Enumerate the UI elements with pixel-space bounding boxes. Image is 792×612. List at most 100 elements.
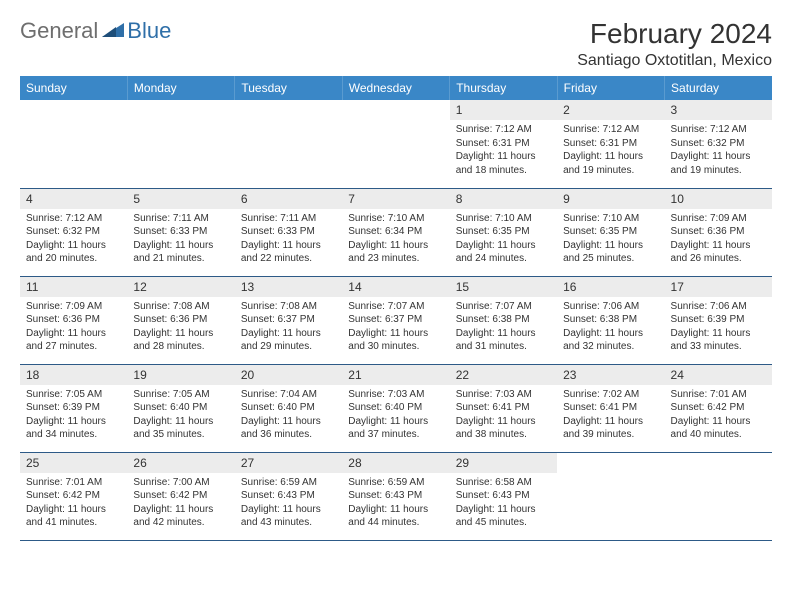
- calendar-cell: 13Sunrise: 7:08 AMSunset: 6:37 PMDayligh…: [235, 276, 342, 364]
- day-number: 3: [665, 100, 772, 120]
- day-info: Sunrise: 6:59 AMSunset: 6:43 PMDaylight:…: [342, 473, 449, 534]
- calendar-cell: 18Sunrise: 7:05 AMSunset: 6:39 PMDayligh…: [20, 364, 127, 452]
- day-number: 14: [342, 277, 449, 297]
- day-number: 21: [342, 365, 449, 385]
- day-info: Sunrise: 7:02 AMSunset: 6:41 PMDaylight:…: [557, 385, 664, 446]
- weekday-tuesday: Tuesday: [235, 76, 342, 100]
- day-info: Sunrise: 7:12 AMSunset: 6:31 PMDaylight:…: [450, 120, 557, 181]
- weekday-sunday: Sunday: [20, 76, 127, 100]
- day-info: Sunrise: 7:10 AMSunset: 6:35 PMDaylight:…: [557, 209, 664, 270]
- day-info: Sunrise: 7:08 AMSunset: 6:37 PMDaylight:…: [235, 297, 342, 358]
- day-info: Sunrise: 7:11 AMSunset: 6:33 PMDaylight:…: [235, 209, 342, 270]
- header: General Blue February 2024 Santiago Oxto…: [20, 18, 772, 70]
- logo: General Blue: [20, 18, 171, 44]
- day-number: 22: [450, 365, 557, 385]
- day-info: Sunrise: 7:03 AMSunset: 6:41 PMDaylight:…: [450, 385, 557, 446]
- day-info: Sunrise: 7:10 AMSunset: 6:34 PMDaylight:…: [342, 209, 449, 270]
- calendar-cell: 29Sunrise: 6:58 AMSunset: 6:43 PMDayligh…: [450, 452, 557, 540]
- day-info: Sunrise: 7:06 AMSunset: 6:38 PMDaylight:…: [557, 297, 664, 358]
- day-number: 5: [127, 189, 234, 209]
- day-number: 29: [450, 453, 557, 473]
- day-number: 4: [20, 189, 127, 209]
- day-number: 25: [20, 453, 127, 473]
- day-info: Sunrise: 7:04 AMSunset: 6:40 PMDaylight:…: [235, 385, 342, 446]
- calendar-cell: 4Sunrise: 7:12 AMSunset: 6:32 PMDaylight…: [20, 188, 127, 276]
- calendar-cell: [557, 452, 664, 540]
- day-number: 12: [127, 277, 234, 297]
- day-number: 11: [20, 277, 127, 297]
- weekday-friday: Friday: [557, 76, 664, 100]
- calendar-cell: [342, 100, 449, 188]
- calendar-cell: 14Sunrise: 7:07 AMSunset: 6:37 PMDayligh…: [342, 276, 449, 364]
- day-number: 16: [557, 277, 664, 297]
- day-number: 26: [127, 453, 234, 473]
- calendar-cell: 3Sunrise: 7:12 AMSunset: 6:32 PMDaylight…: [665, 100, 772, 188]
- calendar-cell: 23Sunrise: 7:02 AMSunset: 6:41 PMDayligh…: [557, 364, 664, 452]
- day-number: 27: [235, 453, 342, 473]
- weekday-thursday: Thursday: [450, 76, 557, 100]
- day-info: Sunrise: 7:07 AMSunset: 6:38 PMDaylight:…: [450, 297, 557, 358]
- day-number: 15: [450, 277, 557, 297]
- calendar-cell: 6Sunrise: 7:11 AMSunset: 6:33 PMDaylight…: [235, 188, 342, 276]
- day-info: Sunrise: 7:03 AMSunset: 6:40 PMDaylight:…: [342, 385, 449, 446]
- calendar-cell: 1Sunrise: 7:12 AMSunset: 6:31 PMDaylight…: [450, 100, 557, 188]
- calendar-row: 25Sunrise: 7:01 AMSunset: 6:42 PMDayligh…: [20, 452, 772, 540]
- day-info: Sunrise: 7:05 AMSunset: 6:39 PMDaylight:…: [20, 385, 127, 446]
- calendar-row: 4Sunrise: 7:12 AMSunset: 6:32 PMDaylight…: [20, 188, 772, 276]
- calendar-cell: 28Sunrise: 6:59 AMSunset: 6:43 PMDayligh…: [342, 452, 449, 540]
- day-number: 17: [665, 277, 772, 297]
- weekday-header-row: Sunday Monday Tuesday Wednesday Thursday…: [20, 76, 772, 100]
- calendar-cell: 15Sunrise: 7:07 AMSunset: 6:38 PMDayligh…: [450, 276, 557, 364]
- day-info: Sunrise: 6:58 AMSunset: 6:43 PMDaylight:…: [450, 473, 557, 534]
- day-info: Sunrise: 7:12 AMSunset: 6:31 PMDaylight:…: [557, 120, 664, 181]
- weekday-monday: Monday: [127, 76, 234, 100]
- day-number: 2: [557, 100, 664, 120]
- day-number: 19: [127, 365, 234, 385]
- day-info: Sunrise: 7:01 AMSunset: 6:42 PMDaylight:…: [20, 473, 127, 534]
- calendar-row: 11Sunrise: 7:09 AMSunset: 6:36 PMDayligh…: [20, 276, 772, 364]
- day-number: 6: [235, 189, 342, 209]
- day-info: Sunrise: 7:01 AMSunset: 6:42 PMDaylight:…: [665, 385, 772, 446]
- calendar-cell: 11Sunrise: 7:09 AMSunset: 6:36 PMDayligh…: [20, 276, 127, 364]
- calendar-cell: [235, 100, 342, 188]
- calendar-table: Sunday Monday Tuesday Wednesday Thursday…: [20, 76, 772, 541]
- calendar-cell: [20, 100, 127, 188]
- day-number: 24: [665, 365, 772, 385]
- calendar-cell: 7Sunrise: 7:10 AMSunset: 6:34 PMDaylight…: [342, 188, 449, 276]
- calendar-cell: 25Sunrise: 7:01 AMSunset: 6:42 PMDayligh…: [20, 452, 127, 540]
- location-label: Santiago Oxtotitlan, Mexico: [577, 52, 772, 70]
- calendar-row: 18Sunrise: 7:05 AMSunset: 6:39 PMDayligh…: [20, 364, 772, 452]
- calendar-cell: 22Sunrise: 7:03 AMSunset: 6:41 PMDayligh…: [450, 364, 557, 452]
- day-info: Sunrise: 7:10 AMSunset: 6:35 PMDaylight:…: [450, 209, 557, 270]
- day-number: 9: [557, 189, 664, 209]
- day-number: 23: [557, 365, 664, 385]
- logo-text-blue: Blue: [127, 18, 171, 44]
- calendar-row: 1Sunrise: 7:12 AMSunset: 6:31 PMDaylight…: [20, 100, 772, 188]
- day-info: Sunrise: 6:59 AMSunset: 6:43 PMDaylight:…: [235, 473, 342, 534]
- calendar-cell: 27Sunrise: 6:59 AMSunset: 6:43 PMDayligh…: [235, 452, 342, 540]
- calendar-cell: 16Sunrise: 7:06 AMSunset: 6:38 PMDayligh…: [557, 276, 664, 364]
- day-number: 1: [450, 100, 557, 120]
- day-info: Sunrise: 7:11 AMSunset: 6:33 PMDaylight:…: [127, 209, 234, 270]
- day-info: Sunrise: 7:12 AMSunset: 6:32 PMDaylight:…: [665, 120, 772, 181]
- day-info: Sunrise: 7:12 AMSunset: 6:32 PMDaylight:…: [20, 209, 127, 270]
- calendar-cell: 21Sunrise: 7:03 AMSunset: 6:40 PMDayligh…: [342, 364, 449, 452]
- calendar-body: 1Sunrise: 7:12 AMSunset: 6:31 PMDaylight…: [20, 100, 772, 540]
- logo-triangle-icon: [102, 21, 124, 42]
- calendar-cell: 24Sunrise: 7:01 AMSunset: 6:42 PMDayligh…: [665, 364, 772, 452]
- calendar-cell: [665, 452, 772, 540]
- day-info: Sunrise: 7:00 AMSunset: 6:42 PMDaylight:…: [127, 473, 234, 534]
- day-number: 8: [450, 189, 557, 209]
- calendar-cell: 9Sunrise: 7:10 AMSunset: 6:35 PMDaylight…: [557, 188, 664, 276]
- calendar-cell: 19Sunrise: 7:05 AMSunset: 6:40 PMDayligh…: [127, 364, 234, 452]
- month-title: February 2024: [577, 18, 772, 50]
- day-info: Sunrise: 7:09 AMSunset: 6:36 PMDaylight:…: [20, 297, 127, 358]
- logo-text-general: General: [20, 18, 98, 44]
- day-number: 10: [665, 189, 772, 209]
- day-info: Sunrise: 7:06 AMSunset: 6:39 PMDaylight:…: [665, 297, 772, 358]
- calendar-cell: 26Sunrise: 7:00 AMSunset: 6:42 PMDayligh…: [127, 452, 234, 540]
- day-number: 28: [342, 453, 449, 473]
- day-info: Sunrise: 7:05 AMSunset: 6:40 PMDaylight:…: [127, 385, 234, 446]
- calendar-cell: 10Sunrise: 7:09 AMSunset: 6:36 PMDayligh…: [665, 188, 772, 276]
- day-number: 20: [235, 365, 342, 385]
